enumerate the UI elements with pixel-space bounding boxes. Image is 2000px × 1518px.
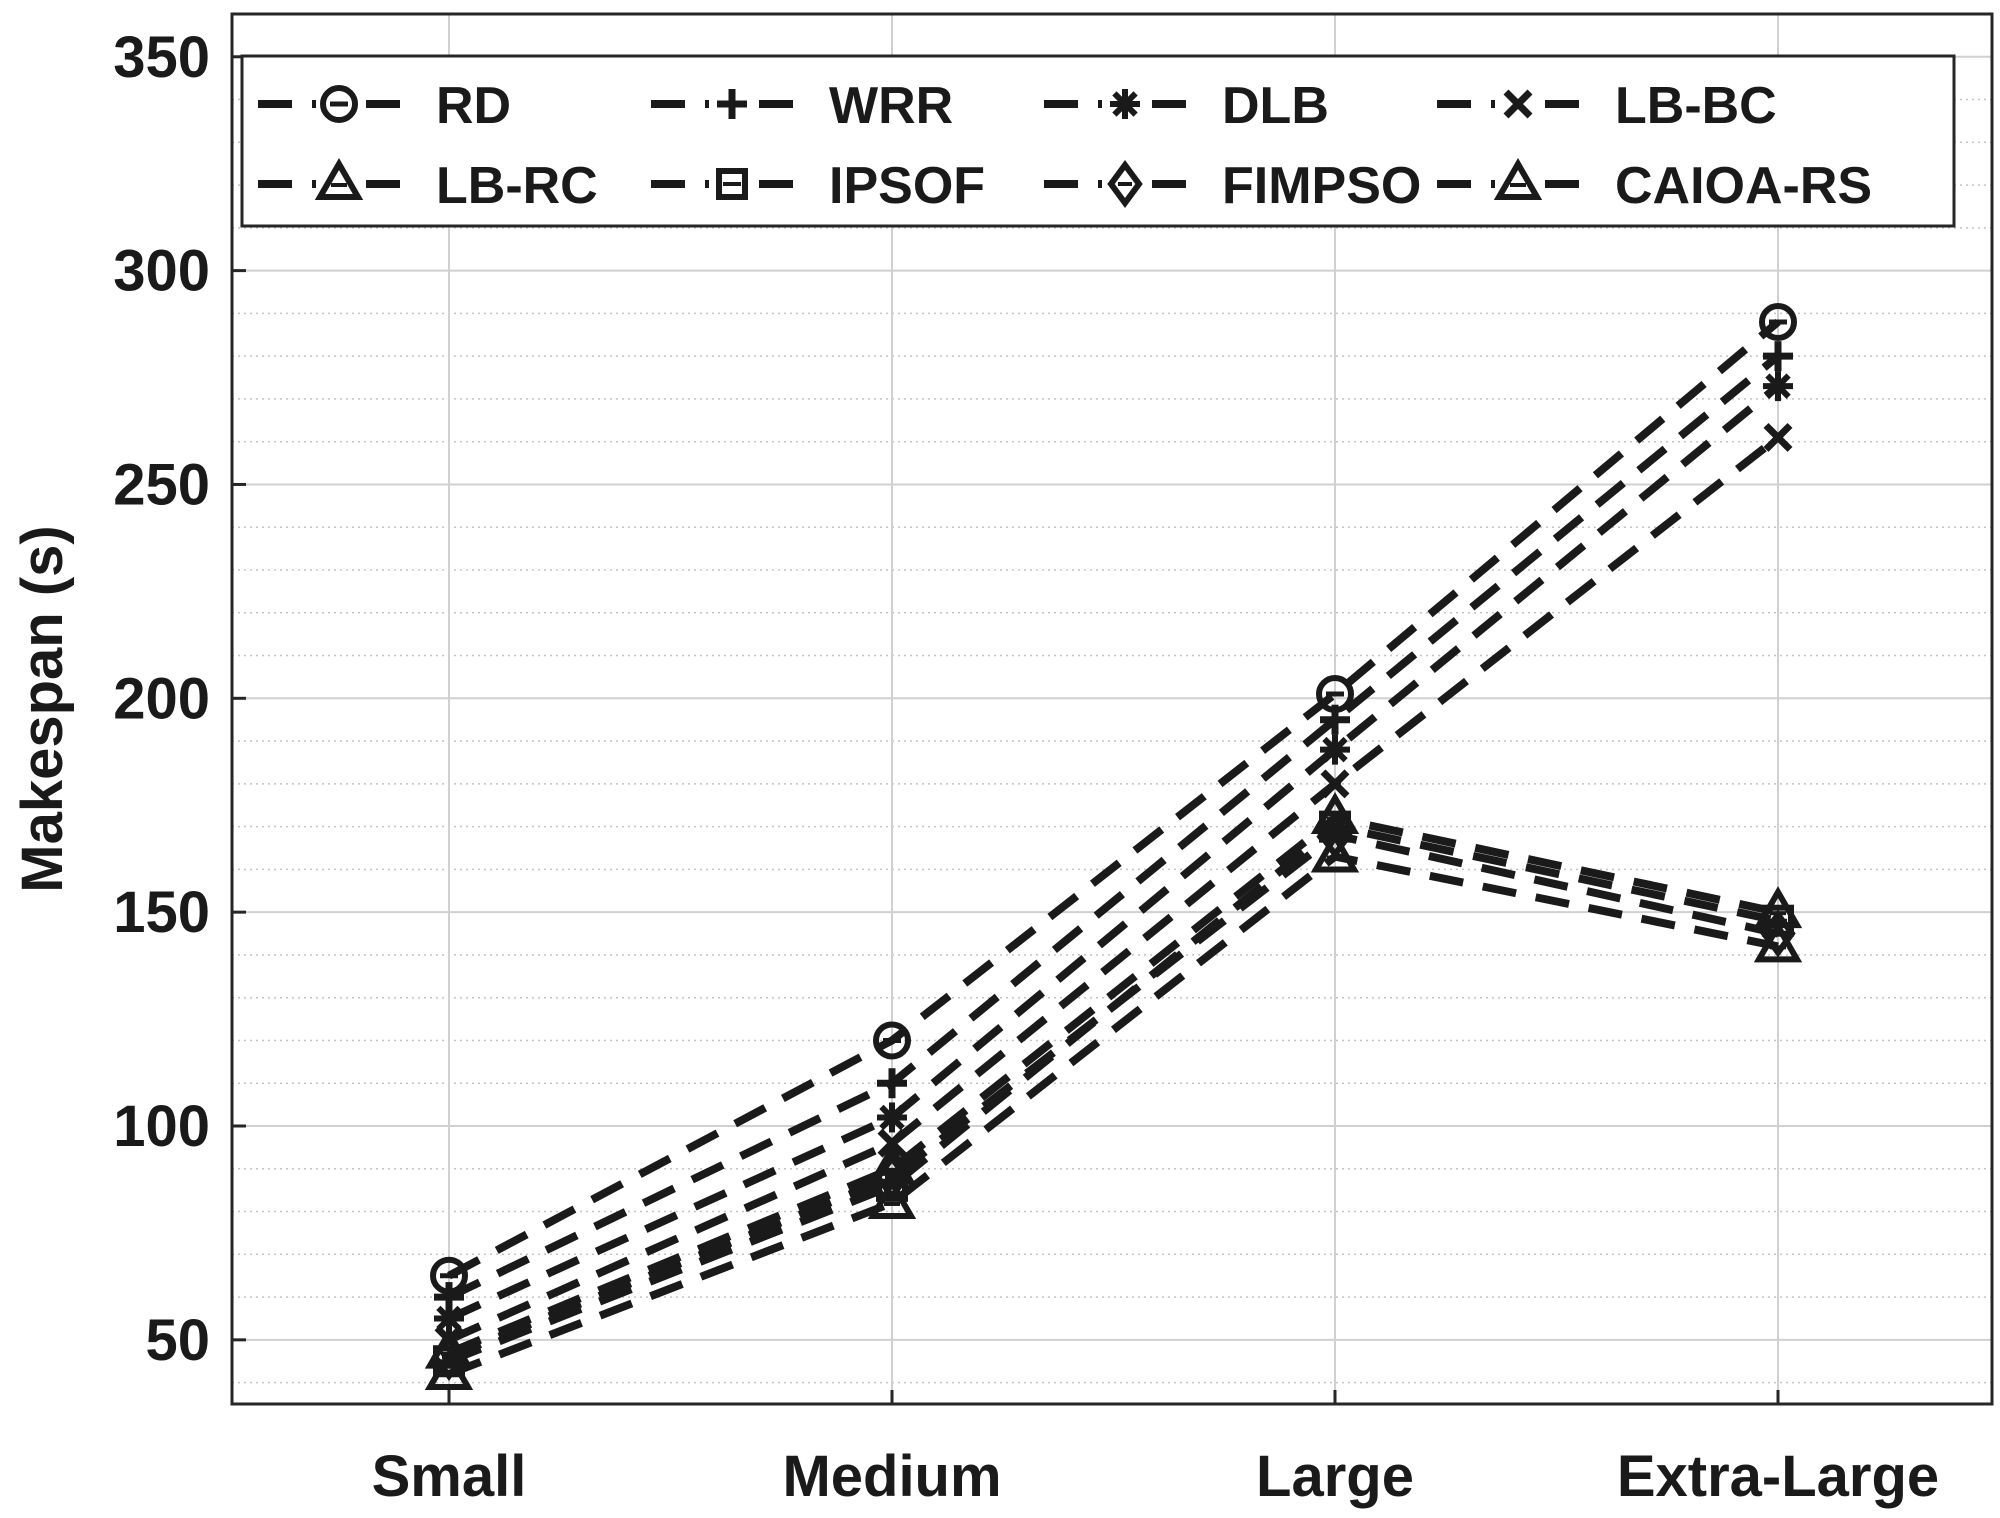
series-line-fimpso	[447, 830, 1779, 1361]
legend-label: DLB	[1222, 77, 1329, 135]
y-tick-label: 250	[113, 452, 210, 517]
data-point-wrr	[1763, 341, 1793, 372]
y-tick-label: 50	[145, 1308, 210, 1373]
legend-entry-fimpso: FIMPSO	[1044, 157, 1421, 215]
legend-entry-caioa-rs: CAIOA-RS	[1437, 157, 1872, 215]
data-point-caioa-rs	[1753, 920, 1803, 963]
legend-label: LB-BC	[1615, 77, 1777, 135]
legend-entry-rd: RD	[258, 77, 511, 135]
x-tick-label: Small	[372, 1444, 527, 1509]
data-point-rd	[1759, 302, 1797, 341]
x-tick-label: Medium	[782, 1444, 1001, 1509]
x-tick-label: Extra-Large	[1617, 1444, 1939, 1509]
plot-area	[232, 14, 1992, 1404]
data-point-caioa-rs	[867, 1176, 917, 1219]
data-point-dlb	[1320, 734, 1350, 765]
axes: 50 100 150 200 250 300 350 Small Medium Large Extr…	[113, 12, 1994, 1509]
legend-label: FIMPSO	[1222, 157, 1421, 215]
legend-label: RD	[436, 77, 511, 135]
legend-entry-ipsof: IPSOF	[651, 157, 985, 215]
series-line-dlb	[447, 383, 1781, 1323]
x-tick-label: Large	[1256, 1444, 1414, 1509]
y-tick-label: 300	[113, 239, 210, 304]
y-tick-label: 350	[113, 25, 210, 90]
legend-entry-wrr: WRR	[651, 77, 953, 135]
legend-label: LB-RC	[436, 157, 598, 215]
series-line-lb-rc	[447, 813, 1779, 1357]
legend-marker	[320, 85, 358, 123]
series-line-lb-bc	[447, 434, 1781, 1344]
legend-entry-lb-rc: LB-RC	[258, 157, 598, 215]
data-point-rd	[873, 1021, 911, 1060]
legend-marker	[1493, 157, 1543, 200]
legend-entry-dlb: DLB	[1044, 77, 1329, 135]
legend-marker	[1110, 89, 1140, 119]
axes-box	[230, 12, 1994, 1406]
data-point-caioa-rs	[1310, 830, 1360, 873]
data-point-lb-bc	[1320, 769, 1350, 799]
legend-marker	[716, 168, 748, 200]
series-lines	[424, 302, 1803, 1391]
legend-entry-lb-bc: LB-BC	[1437, 77, 1777, 135]
legend-label: WRR	[829, 77, 953, 135]
data-point-wrr	[877, 1068, 907, 1099]
data-point-wrr	[1320, 704, 1350, 735]
data-point-dlb	[1763, 371, 1793, 402]
y-tick-label: 100	[113, 1094, 210, 1159]
legend-label: IPSOF	[829, 157, 985, 215]
legend: RD WRR DLB LB-BC LB-RC IPSOF FIMPSO CAIOA-RS	[240, 54, 1956, 228]
data-point-dlb	[877, 1102, 907, 1133]
legend-marker	[1107, 159, 1143, 209]
series-line-caioa-rs	[447, 852, 1779, 1378]
y-tick-label: 150	[113, 880, 210, 945]
series-line-rd	[447, 318, 1781, 1280]
y-tick-label: 200	[113, 666, 210, 731]
legend-box	[240, 54, 1956, 228]
data-point-caioa-rs	[424, 1348, 474, 1391]
legend-marker	[314, 157, 364, 200]
y-axis-title: Makespan (s)	[10, 525, 75, 892]
series-line-wrr	[447, 353, 1781, 1301]
data-point-lb-bc	[1763, 422, 1793, 452]
legend-label: CAIOA-RS	[1615, 157, 1872, 215]
legend-marker	[1503, 89, 1533, 119]
legend-marker	[717, 89, 747, 119]
